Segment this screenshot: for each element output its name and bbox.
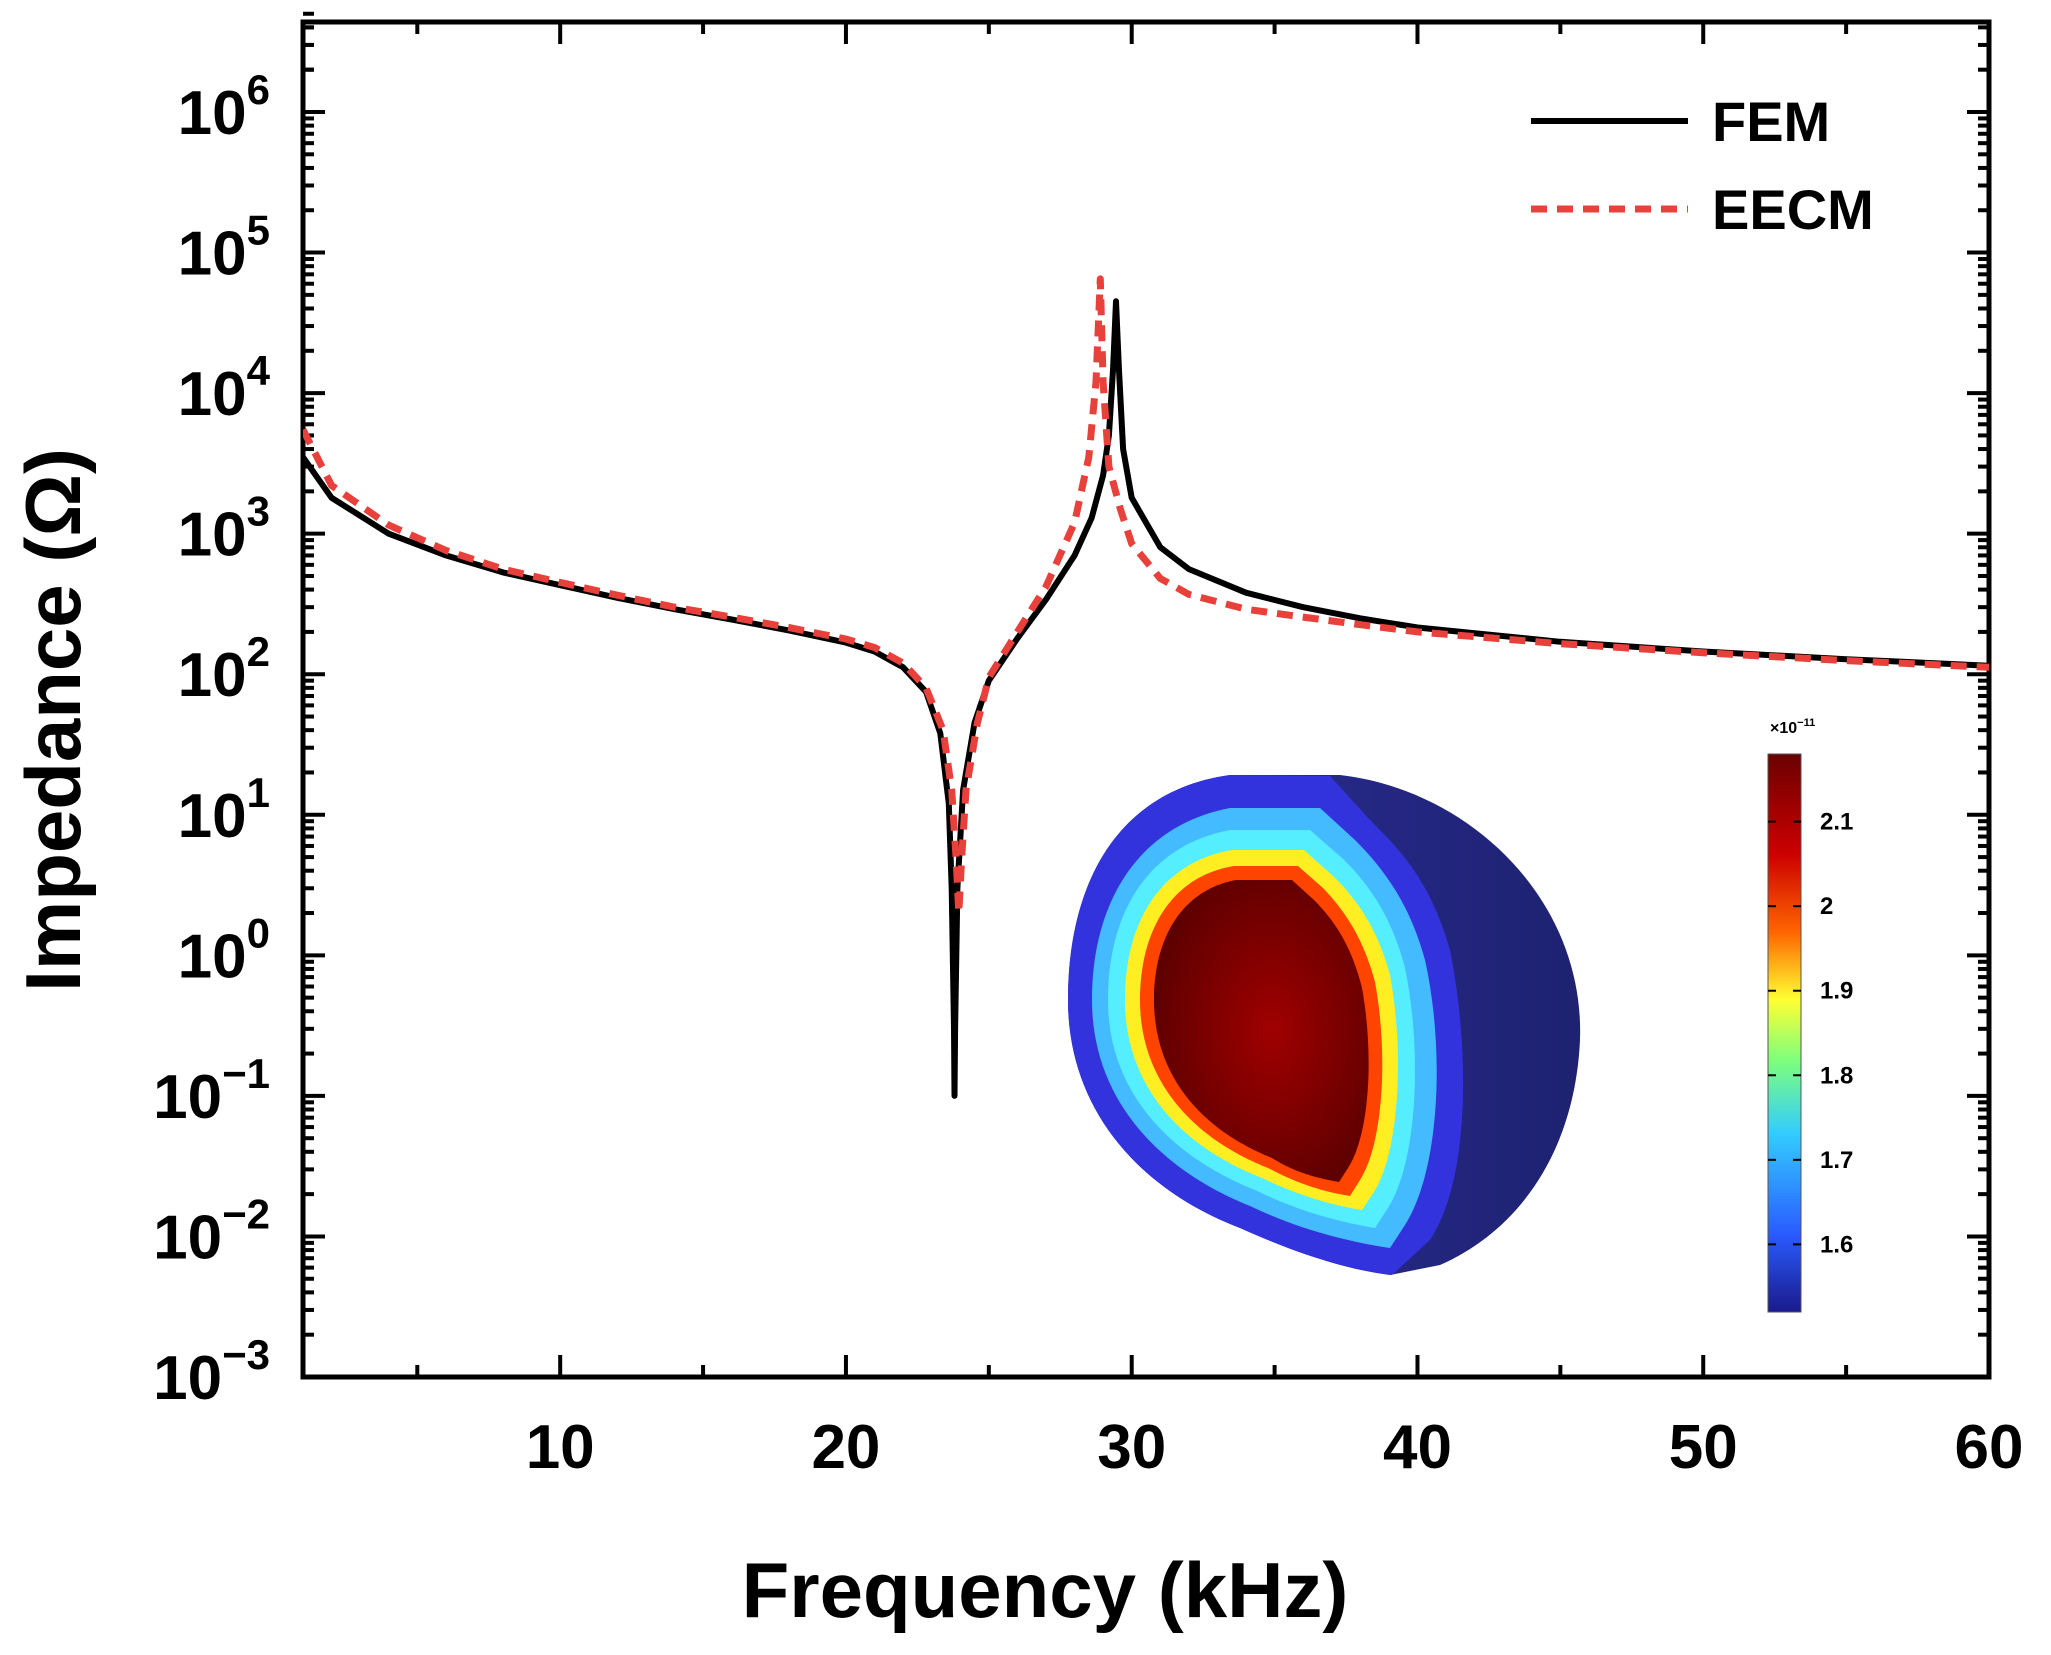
colorbar-tick-label: 1.6 (1820, 1231, 1853, 1258)
y-tick-label: 10−2 (153, 1190, 270, 1272)
colorbar-tick-label: 1.9 (1820, 978, 1853, 1005)
series-line-eecm (303, 275, 1989, 917)
x-tick-label: 50 (1669, 1413, 1738, 1482)
sphere-cut-face-core (1154, 880, 1369, 1182)
y-tick-labels: 10−3 10−2 10−1 100 101 102 103 104 105 106 (153, 66, 271, 1413)
y-axis-title: Impedance (Ω) (9, 448, 97, 992)
x-tick-label: 10 (526, 1413, 595, 1482)
x-tick-labels: 10 20 30 40 50 60 (526, 1413, 2024, 1482)
legend-label-fem: FEM (1712, 90, 1830, 153)
y-tick-label: 10−1 (153, 1050, 270, 1132)
colorbar-tick-label: 2.1 (1820, 809, 1853, 836)
y-tick-label: 10−3 (153, 1331, 270, 1413)
y-tick-label: 104 (178, 347, 271, 429)
colorbar-gradient (1767, 753, 1802, 1313)
colorbar-multiplier-exp: −11 (1797, 717, 1815, 729)
y-tick-label: 102 (178, 628, 270, 710)
colorbar: ×10−11 2.1 2 1.9 1.8 1.7 1.6 (1767, 717, 1853, 1313)
colorbar-tick-label: 2 (1820, 893, 1833, 920)
colorbar-ticks: 2.1 2 1.9 1.8 1.7 1.6 (1768, 809, 1853, 1258)
plot-frame (300, 19, 1992, 1380)
legend: FEM EECM (1531, 90, 1874, 241)
x-tick-label: 20 (811, 1413, 880, 1482)
x-tick-label: 60 (1955, 1413, 2024, 1482)
y-tick-label: 106 (178, 66, 270, 148)
x-tick-label: 40 (1383, 1413, 1452, 1482)
colorbar-tick-label: 1.8 (1820, 1062, 1853, 1089)
y-tick-label: 101 (178, 769, 270, 851)
inset-sphere-image (1068, 775, 1581, 1275)
x-tick-label: 30 (1097, 1413, 1166, 1482)
colorbar-tick-label: 1.7 (1820, 1147, 1853, 1174)
x-axis-title: Frequency (kHz) (742, 1546, 1349, 1634)
colorbar-multiplier: ×10−11 (1770, 717, 1815, 737)
legend-label-eecm: EECM (1712, 178, 1874, 241)
y-tick-label: 103 (178, 488, 270, 570)
y-tick-label: 100 (178, 909, 270, 991)
y-tick-label: 105 (178, 207, 270, 289)
